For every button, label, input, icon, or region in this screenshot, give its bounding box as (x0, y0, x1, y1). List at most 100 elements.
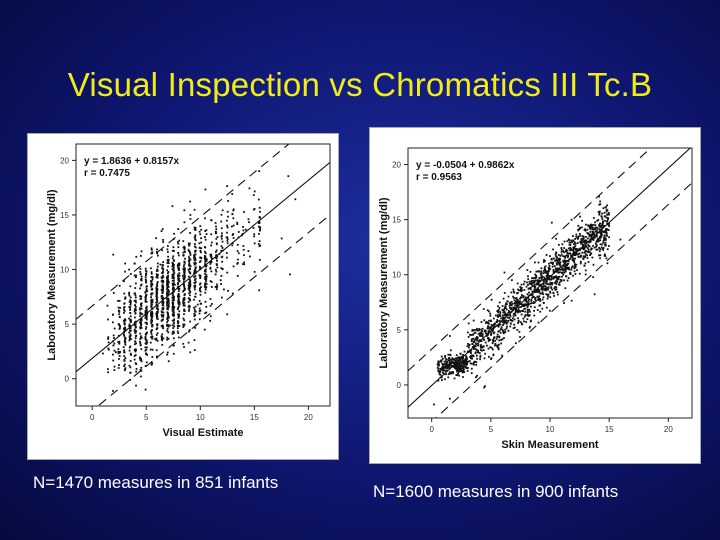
data-point (502, 319, 505, 322)
data-point (566, 259, 569, 262)
data-point (578, 248, 581, 251)
data-point (107, 348, 110, 351)
data-point (226, 271, 229, 274)
data-point (462, 362, 465, 365)
data-point (557, 278, 560, 281)
data-point (183, 346, 185, 348)
data-point (177, 293, 180, 296)
data-point (144, 299, 147, 301)
data-point (188, 292, 191, 295)
data-point (134, 294, 137, 297)
data-point (498, 314, 501, 316)
data-point (193, 208, 196, 211)
data-point (480, 332, 483, 335)
data-point (585, 240, 588, 243)
data-point (536, 309, 539, 311)
data-point (462, 369, 465, 372)
data-point (540, 277, 543, 280)
data-point (155, 307, 158, 310)
data-point (194, 314, 197, 317)
data-point (475, 349, 478, 351)
data-point (183, 288, 186, 291)
data-point (564, 263, 566, 265)
data-point (494, 322, 497, 325)
data-point (547, 278, 550, 281)
data-point (474, 352, 477, 355)
data-point (134, 340, 137, 343)
data-point (567, 252, 570, 255)
data-point (215, 254, 218, 257)
data-point (161, 283, 164, 286)
data-point (129, 360, 132, 362)
data-point (551, 288, 554, 291)
data-point (568, 239, 571, 241)
data-point (214, 273, 217, 276)
data-point (546, 287, 548, 290)
data-point (599, 248, 602, 251)
data-point (193, 270, 196, 272)
data-point (156, 317, 159, 320)
data-point (503, 292, 506, 294)
data-point (474, 345, 477, 347)
data-point (467, 346, 470, 349)
data-point (199, 275, 201, 277)
data-point (172, 332, 175, 334)
data-point (187, 301, 190, 304)
data-point (162, 327, 164, 330)
data-point (209, 263, 212, 265)
data-point (215, 237, 218, 240)
data-point (603, 253, 606, 256)
data-point (519, 286, 522, 288)
data-point (584, 253, 587, 256)
data-point (457, 367, 460, 369)
data-point (582, 255, 585, 258)
data-point (199, 276, 202, 279)
data-point (470, 349, 473, 352)
data-point (160, 297, 163, 300)
data-point (605, 208, 608, 211)
data-point (215, 225, 217, 228)
data-point (480, 328, 483, 331)
data-point (128, 294, 131, 297)
data-point (573, 270, 576, 273)
data-point (505, 327, 508, 330)
data-point (496, 346, 499, 349)
data-point (510, 279, 513, 282)
data-point (535, 291, 537, 293)
data-point (188, 281, 191, 284)
data-point (139, 368, 142, 371)
data-point (497, 325, 500, 328)
data-point (237, 258, 239, 261)
data-point (140, 326, 143, 329)
plot-area (408, 148, 692, 418)
data-point (517, 319, 520, 322)
data-point (205, 260, 208, 262)
data-point (506, 325, 508, 328)
data-point (573, 263, 576, 265)
data-point (140, 305, 143, 308)
data-point (507, 311, 510, 314)
data-point (166, 324, 169, 327)
data-point (117, 306, 120, 309)
data-point (167, 306, 170, 308)
data-point (129, 303, 132, 306)
data-point (204, 272, 206, 275)
data-point (459, 356, 462, 359)
data-point (538, 291, 540, 294)
data-point (605, 230, 607, 233)
data-point (481, 327, 484, 330)
data-point (465, 359, 468, 362)
data-point (453, 358, 456, 361)
data-point (166, 294, 169, 297)
data-point (166, 293, 168, 295)
data-point (559, 265, 562, 268)
data-point (473, 341, 476, 344)
data-point (504, 304, 507, 306)
data-point (135, 334, 138, 337)
data-point (167, 286, 170, 288)
data-point (607, 217, 610, 219)
data-point (172, 281, 175, 284)
data-point (486, 334, 488, 337)
data-point (200, 286, 202, 289)
data-point (138, 340, 141, 343)
